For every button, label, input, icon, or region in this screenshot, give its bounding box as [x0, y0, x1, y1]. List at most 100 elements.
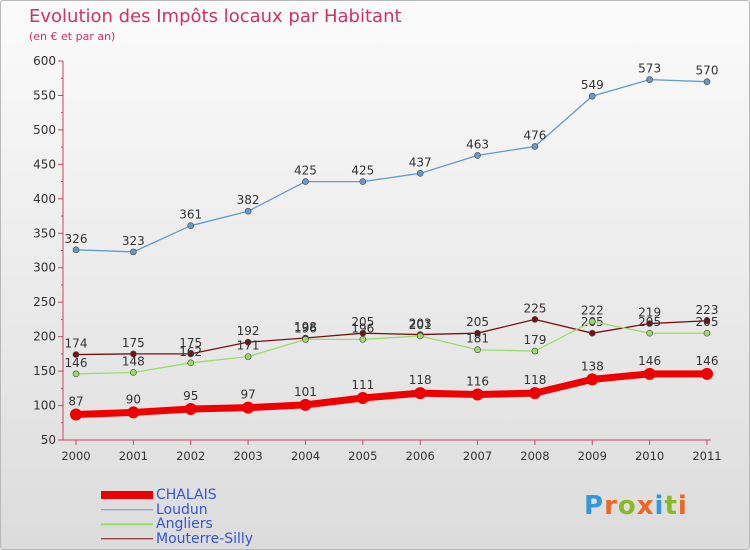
legend-swatch — [101, 509, 153, 511]
legend-label: Mouterre-Silly — [156, 530, 254, 547]
data-point — [646, 76, 653, 83]
data-label: 196 — [351, 321, 374, 335]
x-tick-label: 2001 — [119, 449, 148, 463]
data-point — [127, 406, 140, 419]
data-label: 192 — [237, 324, 260, 338]
data-point — [474, 329, 481, 337]
data-label: 146 — [696, 354, 719, 368]
data-label: 425 — [351, 164, 374, 178]
y-tick-label: 150 — [33, 364, 56, 378]
data-point — [356, 391, 369, 404]
series-line-angliers — [75, 320, 707, 375]
data-point — [187, 359, 195, 367]
data-label: 570 — [696, 64, 719, 78]
data-label: 90 — [126, 392, 141, 406]
data-label: 222 — [581, 303, 604, 317]
data-point — [184, 402, 197, 415]
data-label: 118 — [409, 373, 432, 387]
chart-title: Evolution des Impôts locaux par Habitant — [29, 6, 402, 27]
y-tick-label: 450 — [33, 157, 56, 171]
legend-swatch — [101, 523, 153, 525]
data-label: 97 — [240, 388, 255, 402]
legend-label: Angliers — [156, 516, 213, 532]
data-point — [242, 401, 255, 414]
legend-label: CHALAIS — [156, 487, 217, 503]
data-label: 205 — [638, 315, 661, 329]
data-label: 205 — [466, 315, 489, 329]
data-label: 146 — [65, 356, 88, 370]
y-tick-label: 100 — [33, 399, 56, 413]
chart-subtitle: (en € et par an) — [29, 30, 116, 43]
y-tick-label: 550 — [33, 88, 56, 102]
data-label: 463 — [466, 137, 489, 151]
data-label: 175 — [179, 336, 202, 350]
x-tick-label: 2008 — [520, 449, 549, 463]
data-point — [299, 398, 312, 411]
data-label: 326 — [65, 232, 88, 246]
data-label: 573 — [638, 62, 661, 76]
data-label: 205 — [351, 315, 374, 329]
x-tick-label: 2007 — [463, 449, 492, 463]
x-tick-label: 2009 — [578, 449, 607, 463]
y-tick-label: 400 — [33, 192, 56, 206]
data-point — [531, 316, 539, 323]
data-point — [187, 222, 195, 229]
data-point — [244, 353, 252, 360]
data-point — [646, 320, 653, 327]
data-label: 116 — [466, 375, 489, 389]
data-label: 382 — [237, 193, 260, 207]
data-label: 205 — [696, 315, 719, 329]
data-point — [302, 178, 309, 185]
data-point — [359, 178, 367, 185]
legend-swatch — [101, 538, 153, 540]
data-point — [471, 388, 484, 401]
data-point — [588, 318, 596, 325]
data-label: 437 — [409, 155, 432, 169]
data-label: 219 — [638, 306, 661, 320]
series-line-chalais — [75, 370, 707, 419]
x-tick-label: 2004 — [291, 449, 320, 463]
data-point — [528, 387, 541, 400]
data-label: 476 — [523, 128, 546, 142]
data-label: 549 — [581, 78, 604, 92]
x-tick-label: 2010 — [635, 449, 664, 463]
data-label: 162 — [179, 345, 202, 359]
legend-label: Loudun — [156, 501, 208, 518]
series-line-mouterre-silly — [75, 318, 708, 356]
data-point — [130, 369, 137, 376]
data-point — [703, 78, 711, 85]
data-label: 425 — [294, 164, 317, 178]
x-tick-label: 2006 — [406, 449, 435, 463]
data-label: 174 — [65, 337, 88, 351]
data-label: 323 — [122, 234, 145, 248]
data-label: 95 — [183, 389, 198, 403]
data-label: 203 — [409, 317, 432, 331]
data-point — [72, 370, 80, 378]
data-point — [187, 350, 195, 358]
data-label: 111 — [351, 378, 374, 392]
data-label: 175 — [122, 336, 145, 350]
data-point — [703, 317, 711, 325]
data-label: 146 — [638, 354, 661, 368]
data-point — [646, 329, 653, 337]
data-point — [474, 152, 481, 159]
data-point — [244, 207, 252, 215]
x-tick-label: 2003 — [233, 449, 262, 463]
y-tick-label: 600 — [33, 54, 56, 68]
x-tick-label: 2011 — [692, 449, 721, 463]
data-label: 361 — [179, 208, 202, 222]
data-label: 223 — [696, 303, 719, 317]
data-point — [416, 332, 424, 340]
data-point — [414, 387, 427, 400]
data-point — [70, 408, 82, 421]
data-label: 87 — [68, 395, 83, 409]
data-point — [130, 350, 137, 358]
data-point — [416, 170, 424, 177]
data-point — [643, 367, 656, 380]
data-point — [531, 143, 539, 150]
y-tick-label: 350 — [33, 226, 56, 240]
data-label: 101 — [294, 385, 317, 399]
data-label: 181 — [466, 332, 489, 346]
